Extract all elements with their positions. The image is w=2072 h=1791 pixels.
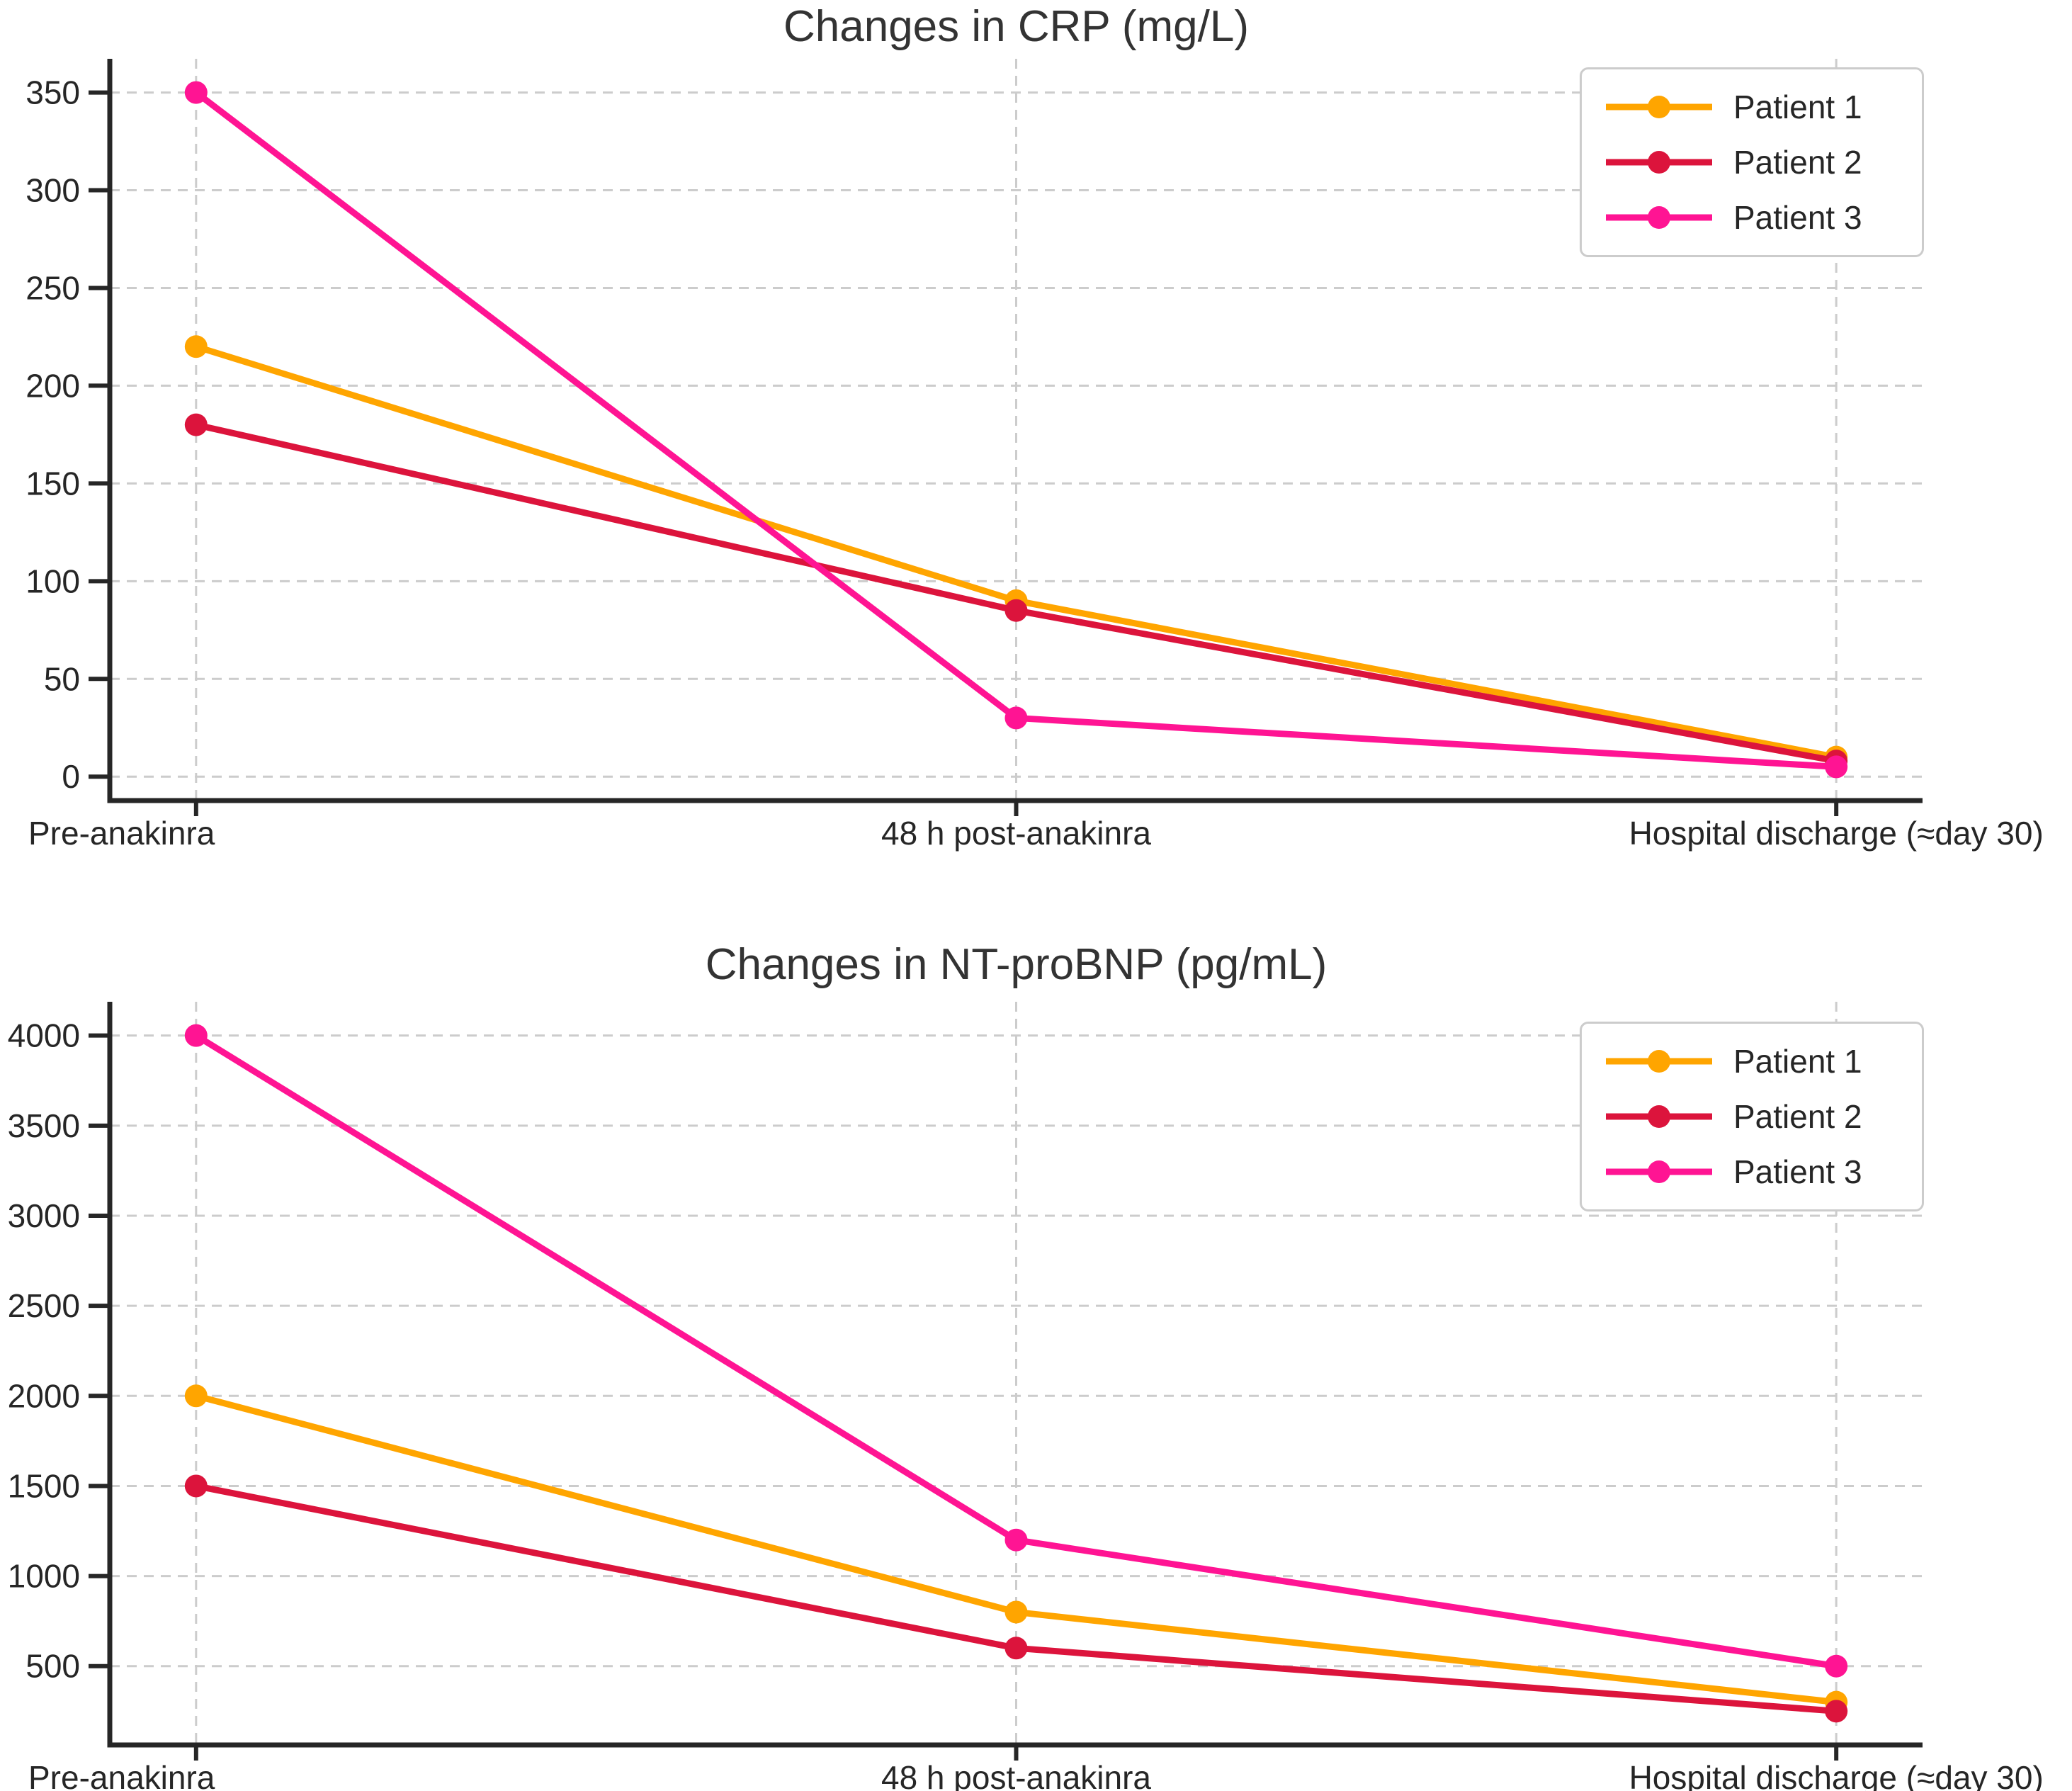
ntprobnp-chart: Changes in NT-proBNP (pg/mL) 500 1000 1500… <box>0 895 2072 1791</box>
legend-swatch-patient-2 <box>1606 1105 1712 1128</box>
legend-item-patient-2: Patient 2 <box>1606 1097 1898 1136</box>
legend-item-patient-1: Patient 1 <box>1606 1042 1898 1080</box>
legend-swatch-patient-1 <box>1606 96 1712 118</box>
y-tick-label: 100 <box>26 563 80 599</box>
data-point-patient-1-0 <box>184 335 208 358</box>
x-tick-label-1: 48 h post-anakinra <box>881 815 1151 852</box>
y-tick-label: 350 <box>26 74 80 111</box>
legend-swatch-patient-1 <box>1606 1050 1712 1073</box>
x-tick-label-0: Pre-anakinra <box>28 1759 215 1791</box>
data-point-patient-3-2 <box>1825 755 1848 779</box>
y-tick-label: 2500 <box>8 1287 80 1324</box>
y-tick-label: 0 <box>62 758 80 795</box>
legend-swatch-patient-3 <box>1606 1160 1712 1183</box>
y-tick-label: 200 <box>26 367 80 404</box>
x-tick-label-0: Pre-anakinra <box>28 815 215 852</box>
crp-chart: Changes in CRP (mg/L) 0 50 100 150 200 250 300… <box>0 0 2072 895</box>
data-point-patient-3-0 <box>184 1024 208 1047</box>
crp-chart-title: Changes in CRP (mg/L) <box>783 2 1250 51</box>
data-point-patient-3-2 <box>1825 1654 1848 1678</box>
legend-label-patient-2: Patient 2 <box>1733 1098 1862 1135</box>
data-point-patient-2-2 <box>1825 1700 1848 1723</box>
x-tick-label-2: Hospital discharge (≈day 30) <box>1629 815 2044 852</box>
x-tick-label-1: 48 h post-anakinra <box>881 1759 1151 1791</box>
crp-legend: Patient 1 Patient 2 Patient 3 <box>1580 67 1924 257</box>
ntprobnp-plot-area: 500 1000 1500 2000 2500 3000 3500 4000 Pre-anaki… <box>8 1002 2044 1791</box>
y-tick-label: 1500 <box>8 1467 80 1504</box>
legend-label-patient-1: Patient 1 <box>1733 89 1862 125</box>
data-point-patient-3-0 <box>184 81 208 104</box>
legend-item-patient-1: Patient 1 <box>1606 88 1898 126</box>
legend-label-patient-2: Patient 2 <box>1733 144 1862 181</box>
y-tick-label: 4000 <box>8 1017 80 1054</box>
y-tick-label: 500 <box>26 1648 80 1685</box>
legend-label-patient-3: Patient 3 <box>1733 199 1862 236</box>
legend-label-patient-3: Patient 3 <box>1733 1153 1862 1190</box>
data-point-patient-1-1 <box>1004 1600 1028 1624</box>
y-tick-label: 300 <box>26 172 80 209</box>
crp-plot-area: 0 50 100 150 200 250 300 350 Pre-anakinra 48 h po… <box>26 59 2044 852</box>
data-point-patient-2-0 <box>184 413 208 436</box>
legend-swatch-patient-2 <box>1606 151 1712 174</box>
ntprobnp-chart-title: Changes in NT-proBNP (pg/mL) <box>705 940 1327 989</box>
legend-item-patient-3: Patient 3 <box>1606 198 1898 237</box>
legend-label-patient-1: Patient 1 <box>1733 1043 1862 1080</box>
legend-item-patient-2: Patient 2 <box>1606 143 1898 181</box>
data-point-patient-2-0 <box>184 1474 208 1498</box>
data-point-patient-1-0 <box>184 1384 208 1408</box>
y-tick-label: 50 <box>44 660 80 697</box>
legend-swatch-patient-3 <box>1606 206 1712 229</box>
ntprobnp-legend: Patient 1 Patient 2 Patient 3 <box>1580 1022 1924 1211</box>
data-point-patient-2-1 <box>1004 599 1028 622</box>
legend-item-patient-3: Patient 3 <box>1606 1153 1898 1191</box>
y-tick-label: 250 <box>26 269 80 306</box>
data-point-patient-3-1 <box>1004 1528 1028 1552</box>
data-point-patient-2-1 <box>1004 1637 1028 1660</box>
y-tick-label: 1000 <box>8 1558 80 1595</box>
y-tick-label: 3000 <box>8 1197 80 1234</box>
y-tick-label: 150 <box>26 465 80 502</box>
data-point-patient-3-1 <box>1004 706 1028 730</box>
y-tick-label: 3500 <box>8 1107 80 1144</box>
x-tick-label-2: Hospital discharge (≈day 30) <box>1629 1759 2044 1791</box>
y-tick-label: 2000 <box>8 1377 80 1414</box>
